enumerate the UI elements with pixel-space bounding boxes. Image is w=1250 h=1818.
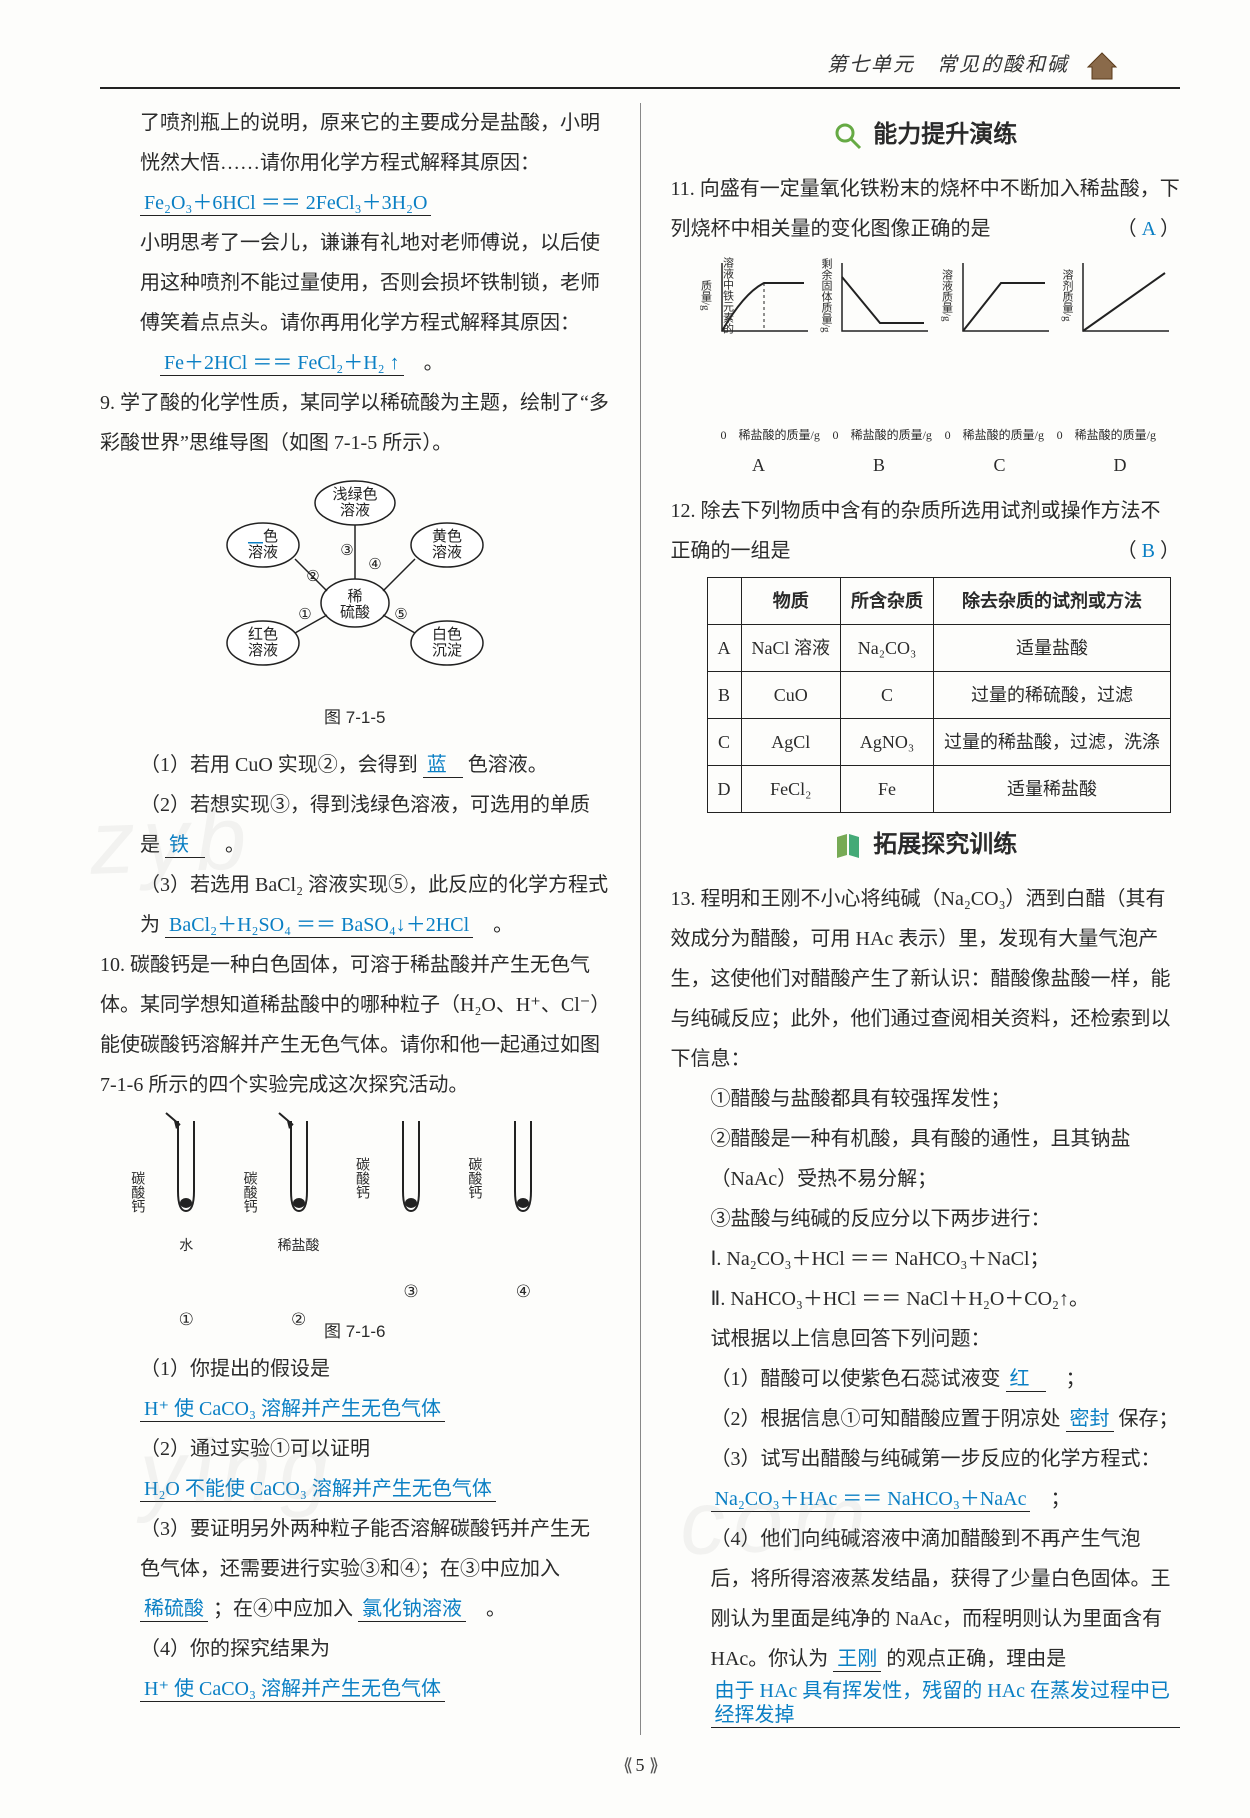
table-row: BCuOC过量的稀硫酸，过滤 bbox=[707, 672, 1171, 719]
svg-text:稀: 稀 bbox=[347, 588, 362, 605]
q13-lead: 试根据以上信息回答下列问题： bbox=[671, 1319, 1181, 1359]
figure-7-1-5: 稀硫酸 浅绿色溶液 色溶液 黄色溶液 红色溶液 白色沉淀 ①② ③④⑤ 图 7-… bbox=[100, 473, 610, 735]
table-row: CAgClAgNO₃过量的稀盐酸，过滤，洗涤 bbox=[707, 719, 1171, 766]
q13-stem: 13. 程明和王刚不小心将纯碱（Na₂CO₃）洒到白醋（其有效成分为醋酸，可用 … bbox=[671, 879, 1181, 1079]
svg-text:硫酸: 硫酸 bbox=[340, 604, 370, 621]
section-ability: 能力提升演练 bbox=[671, 111, 1181, 159]
q9-1-ans: 蓝 bbox=[423, 753, 463, 778]
q11-charts: 溶液中铁元素的质量/g 剩余固体质量/g 溶液质量/g bbox=[699, 253, 1181, 423]
q12-table: 物质 所含杂质 除去杂质的试剂或方法 ANaCl 溶液Na₂CO₃适量盐酸 BC… bbox=[707, 577, 1172, 813]
q11-ans: A bbox=[1142, 218, 1155, 240]
q10-3-ans1: 稀硫酸 bbox=[140, 1597, 208, 1622]
q10-1-ans: H⁺ 使 CaCO₃ 溶解并产生无色气体 bbox=[140, 1397, 445, 1422]
q10-3-mid: ；在④中应加入 bbox=[213, 1598, 353, 1620]
q13-4-ans1: 王刚 bbox=[833, 1647, 881, 1672]
table-row: ANaCl 溶液Na₂CO₃适量盐酸 bbox=[707, 625, 1171, 672]
q9-1-tail: 色溶液。 bbox=[468, 754, 548, 776]
house-icon bbox=[1084, 51, 1120, 81]
page-number: ⟪ 5 ⟫ bbox=[100, 1755, 1180, 1776]
svg-text:②: ② bbox=[306, 569, 319, 585]
figure-7-1-6: 水 碳酸钙 ① 稀盐酸 碳酸钙 ② bbox=[130, 1111, 580, 1309]
q10-3: （3）要证明另外两种粒子能否溶解碳酸钙并产生无色气体，还需要进行实验③和④；在③… bbox=[140, 1518, 590, 1580]
section1-title: 能力提升演练 bbox=[873, 111, 1017, 159]
section2-title: 拓展探究训练 bbox=[873, 821, 1017, 869]
svg-text:溶液: 溶液 bbox=[248, 544, 278, 561]
q9-stem: 9. 学了酸的化学性质，某同学以稀硫酸为主题，绘制了“多彩酸世界”思维导图（如图… bbox=[100, 383, 610, 463]
right-column: 能力提升演练 11. 向盛有一定量氧化铁粉末的烧杯中不断加入稀盐酸，下列烧杯中相… bbox=[667, 103, 1181, 1735]
q12-stem: 12. 除去下列物质中含有的杂质所选用试剂或操作方法不正确的一组是 bbox=[671, 500, 1161, 562]
header-rule bbox=[100, 87, 1180, 89]
q13-1-ans: 红 bbox=[1006, 1367, 1046, 1392]
svg-text:黄色: 黄色 bbox=[432, 528, 462, 545]
q13-2: （2）根据信息①可知醋酸应置于阴凉处 bbox=[711, 1408, 1061, 1430]
svg-text:沉淀: 沉淀 bbox=[432, 642, 462, 659]
q9-2-ans: 铁 bbox=[165, 833, 205, 858]
q10-3-ans2: 氯化钠溶液 bbox=[358, 1597, 466, 1622]
q8-text-a: 了喷剂瓶上的说明，原来它的主要成分是盐酸，小明恍然大悟……请你用化学方程式解释其… bbox=[100, 103, 610, 183]
unit-title: 第七单元 常见的酸和碱 bbox=[827, 54, 1069, 76]
fig715-caption: 图 7-1-5 bbox=[100, 701, 610, 735]
section-explore: 拓展探究训练 bbox=[671, 821, 1181, 869]
q13-4b: 的观点正确，理由是 bbox=[886, 1648, 1066, 1670]
q13-1: （1）醋酸可以使紫色石蕊试液变 bbox=[711, 1368, 1001, 1390]
q11-options: A B C D bbox=[699, 447, 1181, 483]
q8-eq2: Fe＋2HCl ＝＝ FeCl₂＋H₂ ↑ bbox=[160, 351, 404, 376]
q8-eq1: Fe₂O₃＋6HCl ＝＝ 2FeCl₃＋3H₂O bbox=[140, 191, 431, 216]
q9-1: （1）若用 CuO 实现②，会得到 bbox=[140, 754, 418, 776]
table-row: DFeCl₂Fe适量稀盐酸 bbox=[707, 766, 1171, 813]
svg-text:①: ① bbox=[298, 607, 311, 623]
left-column: 了喷剂瓶上的说明，原来它的主要成分是盐酸，小明恍然大悟……请你用化学方程式解释其… bbox=[100, 103, 614, 1735]
q13-2-ans: 密封 bbox=[1066, 1407, 1114, 1432]
q12-ans: B bbox=[1142, 540, 1155, 562]
table-row: 物质 所含杂质 除去杂质的试剂或方法 bbox=[707, 578, 1171, 625]
q10-4: （4）你的探究结果为 bbox=[140, 1638, 330, 1660]
svg-text:红色: 红色 bbox=[248, 626, 278, 643]
svg-text:③: ③ bbox=[340, 543, 353, 559]
svg-text:⑤: ⑤ bbox=[394, 607, 407, 623]
q13-info1: ①醋酸与盐酸都具有较强挥发性； bbox=[671, 1079, 1181, 1119]
q10-stem: 10. 碳酸钙是一种白色固体，可溶于稀盐酸并产生无色气体。某同学想知道稀盐酸中的… bbox=[100, 945, 610, 1105]
book-icon bbox=[833, 830, 863, 860]
magnifier-icon bbox=[833, 120, 863, 150]
q13-4-ans2: 由于 HAc 具有挥发性，残留的 HAc 在蒸发过程中已经挥发掉 bbox=[711, 1679, 1181, 1728]
svg-text:浅绿色: 浅绿色 bbox=[332, 486, 377, 503]
q10-2-ans: H₂O 不能使 CaCO₃ 溶解并产生无色气体 bbox=[140, 1477, 496, 1502]
svg-text:溶液: 溶液 bbox=[340, 502, 370, 519]
page-header: 第七单元 常见的酸和碱 bbox=[100, 48, 1180, 81]
q9-2: （2）若想实现③，得到浅绿色溶液，可选用的单质是 bbox=[140, 794, 590, 856]
q10-1: （1）你提出的假设是 bbox=[140, 1358, 330, 1380]
q11-stem: 11. 向盛有一定量氧化铁粉末的烧杯中不断加入稀盐酸，下列烧杯中相关量的变化图像… bbox=[671, 178, 1180, 240]
q13-info2: ②醋酸是一种有机酸，具有酸的通性，且其钠盐（NaAc）受热不易分解； bbox=[671, 1119, 1181, 1199]
column-divider bbox=[640, 103, 641, 1735]
q8-text-b: 小明思考了一会儿，谦谦有礼地对老师傅说，以后使用这种喷剂不能过量使用，否则会损坏… bbox=[100, 223, 610, 343]
q9-3-ans: BaCl₂＋H₂SO₄ ＝＝ BaSO₄↓＋2HCl bbox=[165, 913, 473, 938]
svg-text:色: 色 bbox=[248, 528, 278, 545]
svg-text:白色: 白色 bbox=[432, 626, 462, 643]
svg-text:溶液: 溶液 bbox=[248, 642, 278, 659]
q13-2-tail: 保存； bbox=[1119, 1408, 1179, 1430]
q13-3-ans: Na₂CO₃＋HAc ＝＝ NaHCO₃＋NaAc bbox=[711, 1487, 1031, 1512]
q13-eqI: Ⅰ. Na₂CO₃＋HCl ＝＝ NaHCO₃＋NaCl； bbox=[671, 1239, 1181, 1279]
q10-4-ans: H⁺ 使 CaCO₃ 溶解并产生无色气体 bbox=[140, 1677, 445, 1702]
q10-2: （2）通过实验①可以证明 bbox=[140, 1438, 370, 1460]
q13-info3: ③盐酸与纯碱的反应分以下两步进行： bbox=[671, 1199, 1181, 1239]
svg-text:④: ④ bbox=[368, 557, 381, 573]
q13-3: （3）试写出醋酸与纯碱第一步反应的化学方程式： bbox=[711, 1448, 1161, 1470]
q13-eqII: Ⅱ. NaHCO₃＋HCl ＝＝ NaCl＋H₂O＋CO₂↑。 bbox=[671, 1279, 1181, 1319]
svg-text:溶液: 溶液 bbox=[432, 544, 462, 561]
